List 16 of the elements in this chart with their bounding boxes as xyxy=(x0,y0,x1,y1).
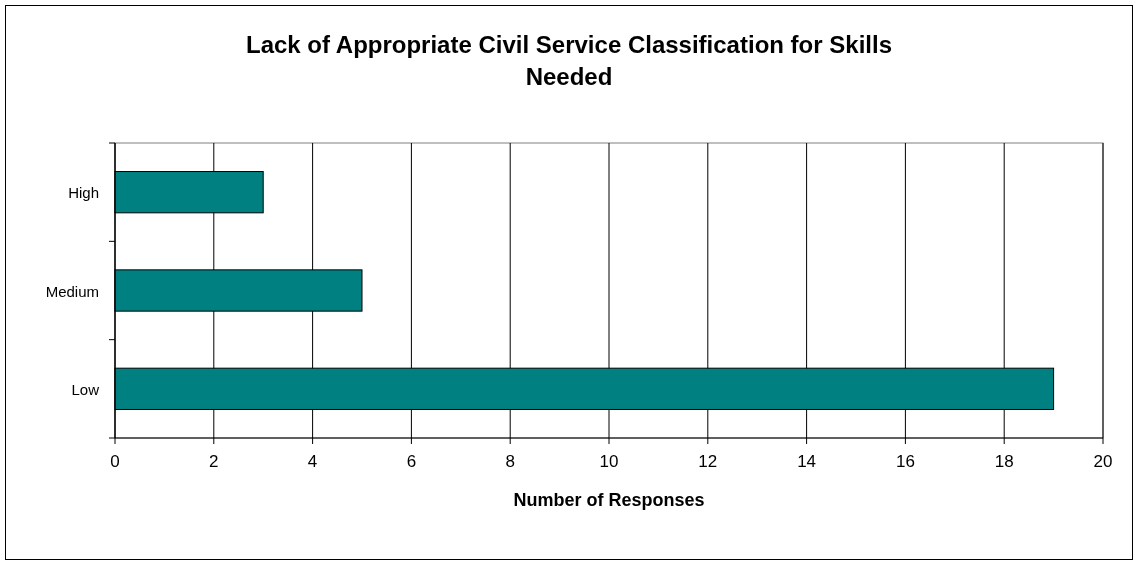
x-tick-label: 8 xyxy=(505,452,515,471)
x-tick-label: 10 xyxy=(599,452,619,471)
x-tick-label: 2 xyxy=(209,452,219,471)
y-tick-label: Low xyxy=(71,380,100,398)
x-tick-label: 20 xyxy=(1093,452,1113,471)
y-tick-label: High xyxy=(68,184,99,202)
x-axis-title: Number of Responses xyxy=(513,490,705,510)
y-tick-label: Medium xyxy=(45,282,99,300)
x-tick-label: 0 xyxy=(110,452,120,471)
x-tick-label: 14 xyxy=(797,452,817,471)
x-tick-label: 16 xyxy=(895,452,915,471)
x-tick-label: 12 xyxy=(698,452,718,471)
x-tick-label: 6 xyxy=(406,452,417,471)
chart-title: Lack of Appropriate Civil Service Classification for Skills Needed xyxy=(246,31,892,90)
x-tick-label: 18 xyxy=(994,452,1014,471)
x-tick-label: 4 xyxy=(307,452,318,471)
